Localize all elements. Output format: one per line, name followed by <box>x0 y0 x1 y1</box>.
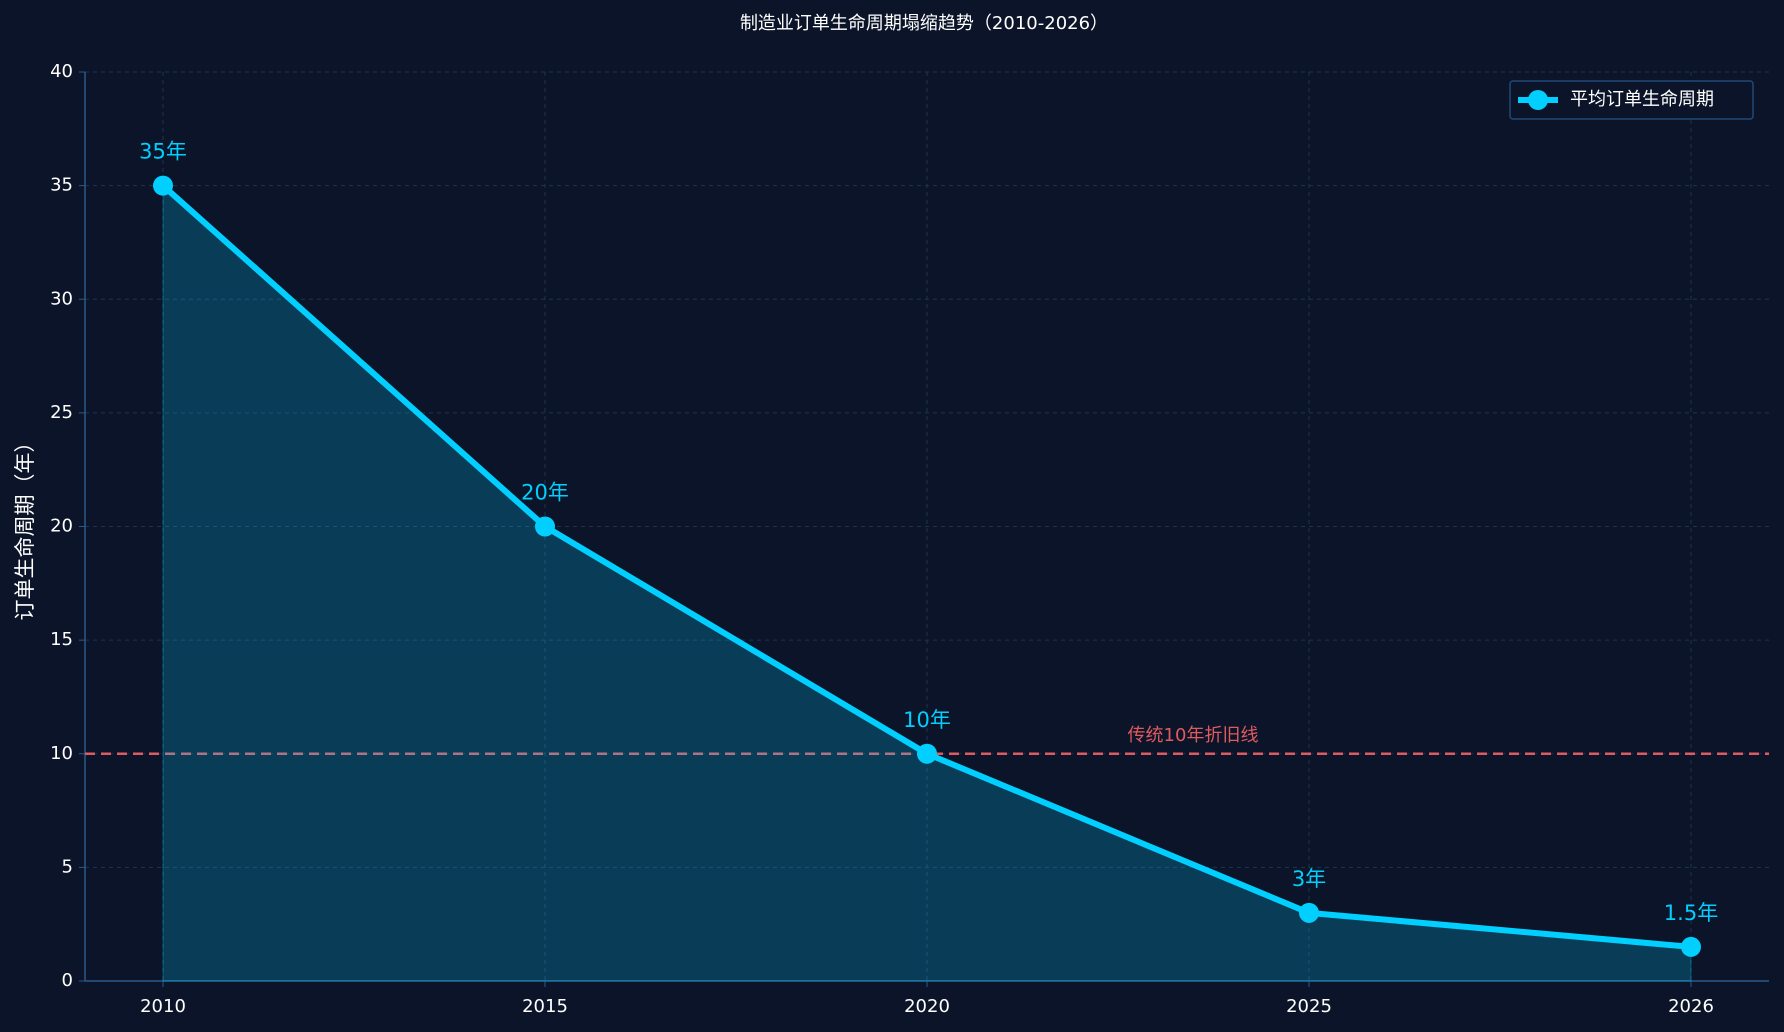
x-tick-label: 2020 <box>904 996 950 1017</box>
marker <box>153 175 173 196</box>
legend-frame <box>1509 80 1754 120</box>
marker <box>1299 902 1319 923</box>
y-tick-label: 10 <box>50 743 73 764</box>
x-tick-label: 2015 <box>522 996 568 1017</box>
marker <box>917 743 937 764</box>
y-tick-label: 40 <box>50 61 73 82</box>
y-tick-label: 25 <box>50 402 73 423</box>
marker <box>1681 936 1701 957</box>
chart-title: 制造业订单生命周期塌缩趋势（2010-2026） <box>740 13 1108 34</box>
x-tick-label: 2025 <box>1286 996 1332 1017</box>
data-label: 10年 <box>903 708 951 732</box>
marker <box>535 516 555 537</box>
y-axis-label: 订单生命周期（年） <box>13 432 37 621</box>
data-label: 3年 <box>1292 867 1326 891</box>
y-tick-label: 30 <box>50 288 73 309</box>
y-tick-label: 5 <box>62 856 73 877</box>
data-label: 1.5年 <box>1664 901 1718 925</box>
y-tick-label: 20 <box>50 516 73 537</box>
data-label: 20年 <box>521 481 569 505</box>
y-tick-label: 0 <box>62 970 73 991</box>
x-tick-label: 2010 <box>140 996 186 1017</box>
legend-label: 平均订单生命周期 <box>1570 89 1714 110</box>
x-tick-label: 2026 <box>1668 996 1714 1017</box>
legend-marker <box>1528 90 1548 110</box>
legend: 平均订单生命周期 <box>1509 80 1754 120</box>
y-tick-label: 35 <box>50 175 73 196</box>
data-label: 35年 <box>139 140 187 164</box>
y-tick-label: 15 <box>50 629 73 650</box>
reference-label: 传统10年折旧线 <box>1128 725 1259 746</box>
